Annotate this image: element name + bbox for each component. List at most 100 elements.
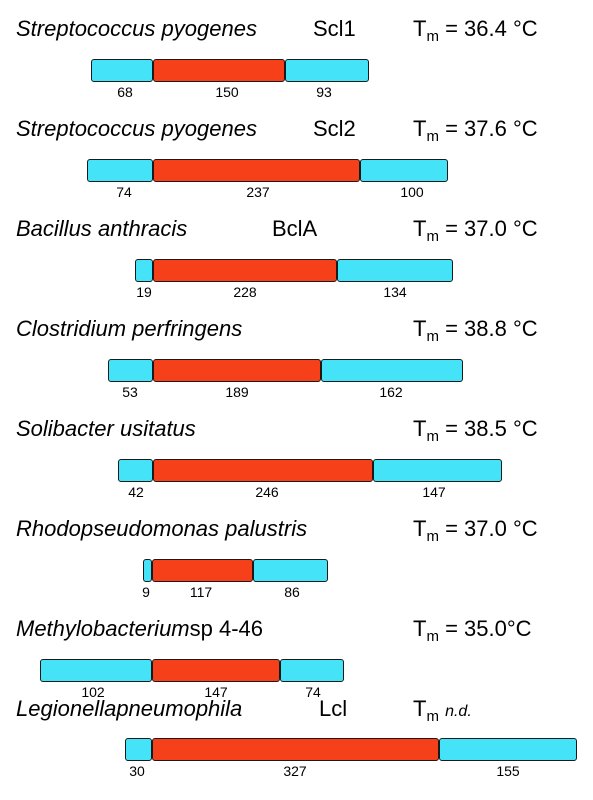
tm-value: = 38.8 °C <box>445 316 538 341</box>
c-terminal-domain <box>337 259 453 282</box>
n-terminal-domain <box>40 659 152 682</box>
tm-value: = 38.5 °C <box>445 416 538 441</box>
collagen-length: 228 <box>233 284 257 300</box>
species-name: Rhodopseudomonas palustris <box>16 516 307 542</box>
protein-name: BclA <box>272 216 318 241</box>
c-terminal-length: 100 <box>400 184 424 200</box>
genus-name: Clostridium <box>16 316 127 341</box>
c-terminal-length: 74 <box>305 684 321 700</box>
collagen-domain <box>152 738 439 761</box>
tm-value: n.d. <box>445 703 472 720</box>
n-terminal-domain <box>118 459 153 482</box>
collagen-domain <box>152 659 280 682</box>
species-name: Streptococcus pyogenes <box>16 116 257 142</box>
melting-temperature: Tm = 37.0 °C <box>413 216 538 245</box>
genus-name: Legionella <box>16 696 117 721</box>
n-terminal-length: 30 <box>129 763 145 779</box>
c-terminal-length: 162 <box>379 384 403 400</box>
species-epithet: perfringens <box>132 316 243 341</box>
c-terminal-domain <box>280 659 344 682</box>
collagen-length: 237 <box>246 184 270 200</box>
n-terminal-length: 53 <box>122 384 138 400</box>
species-name: Methylobacteriumsp 4-46 <box>16 616 263 642</box>
protein-entry-rhodopseudomonas: Rhodopseudomonas palustris Tm = 37.0 °C … <box>0 500 593 600</box>
protein-entry-methylobacterium: Methylobacteriumsp 4-46 Tm = 35.0°C 102 … <box>0 600 593 700</box>
n-terminal-domain <box>135 259 153 282</box>
tm-value: = 35.0°C <box>445 616 532 641</box>
tm-value: = 36.4 °C <box>445 16 538 41</box>
c-terminal-domain <box>253 559 328 582</box>
c-terminal-domain <box>360 159 448 182</box>
species-name: Bacillus anthracis <box>16 216 187 242</box>
c-terminal-domain <box>373 459 502 482</box>
species-epithet: sp 4-46 <box>189 616 264 641</box>
protein-entry-solibacter: Solibacter usitatus Tm = 38.5 °C 42 246 … <box>0 400 593 500</box>
species-epithet: pyogenes <box>161 16 257 41</box>
species-name: Legionellapneumophila <box>16 696 242 722</box>
melting-temperature: Tm = 35.0°C <box>413 616 532 645</box>
n-terminal-domain <box>125 738 152 761</box>
c-terminal-length: 155 <box>496 763 520 779</box>
c-terminal-domain <box>439 738 577 761</box>
c-terminal-length: 134 <box>383 284 407 300</box>
species-epithet: pyogenes <box>161 116 257 141</box>
genus-name: Methylobacterium <box>16 616 190 641</box>
species-epithet: anthracis <box>97 216 188 241</box>
melting-temperature: Tm = 38.5 °C <box>413 416 538 445</box>
n-terminal-length: 42 <box>128 484 144 500</box>
collagen-length: 189 <box>225 384 249 400</box>
collagen-length: 150 <box>215 84 239 100</box>
collagen-domain <box>153 459 373 482</box>
melting-temperature: Tm = 36.4 °C <box>413 16 538 45</box>
collagen-length: 246 <box>255 484 279 500</box>
tm-value: = 37.0 °C <box>445 516 538 541</box>
genus-name: Streptococcus <box>16 16 156 41</box>
c-terminal-length: 93 <box>316 84 332 100</box>
genus-name: Solibacter <box>16 416 114 441</box>
tm-value: = 37.0 °C <box>445 216 538 241</box>
genus-name: Streptococcus <box>16 116 156 141</box>
species-epithet: pneumophila <box>116 696 243 721</box>
tm-value: = 37.6 °C <box>445 116 538 141</box>
protein-entry-lcl: Legionellapneumophila Lcl Tm n.d. 30 327… <box>0 680 593 780</box>
n-terminal-domain <box>91 59 153 82</box>
protein-entry-scl1: Streptococcus pyogenes Scl1 Tm = 36.4 °C… <box>0 0 593 100</box>
protein-name: Lcl <box>319 696 348 721</box>
n-terminal-domain <box>108 359 153 382</box>
melting-temperature: Tm = 38.8 °C <box>413 316 538 345</box>
species-name: Clostridium perfringens <box>16 316 242 342</box>
collagen-length: 327 <box>283 763 307 779</box>
c-terminal-domain <box>321 359 463 382</box>
species-epithet: palustris <box>225 516 308 541</box>
species-name: Streptococcus pyogenes <box>16 16 257 42</box>
collagen-domain <box>153 59 285 82</box>
n-terminal-length: 9 <box>142 584 150 600</box>
melting-temperature: Tm = 37.0 °C <box>413 516 538 545</box>
species-epithet: usitatus <box>119 416 196 441</box>
species-name: Solibacter usitatus <box>16 416 196 442</box>
c-terminal-domain <box>285 59 369 82</box>
n-terminal-domain <box>87 159 153 182</box>
protein-entry-scl2: Streptococcus pyogenes Scl2 Tm = 37.6 °C… <box>0 100 593 200</box>
genus-name: Bacillus <box>16 216 92 241</box>
n-terminal-length: 74 <box>116 184 132 200</box>
collagen-domain <box>153 259 337 282</box>
collagen-domain <box>153 159 360 182</box>
c-terminal-length: 86 <box>284 584 300 600</box>
protein-entry-bcla: Bacillus anthracis BclA Tm = 37.0 °C 19 … <box>0 200 593 300</box>
collagen-length: 117 <box>189 584 213 600</box>
genus-name: Rhodopseudomonas <box>16 516 220 541</box>
protein-name: Scl1 <box>313 16 356 41</box>
n-terminal-length: 68 <box>117 84 133 100</box>
melting-temperature: Tm = 37.6 °C <box>413 116 538 145</box>
n-terminal-length: 102 <box>81 684 105 700</box>
collagen-domain <box>152 559 253 582</box>
collagen-domain <box>153 359 321 382</box>
protein-entry-clostridium: Clostridium perfringens Tm = 38.8 °C 53 … <box>0 300 593 400</box>
protein-name: Scl2 <box>313 116 356 141</box>
collagen-length: 147 <box>204 684 228 700</box>
n-terminal-length: 19 <box>136 284 152 300</box>
c-terminal-length: 147 <box>422 484 446 500</box>
n-terminal-domain <box>143 559 152 582</box>
melting-temperature: Tm n.d. <box>413 696 472 725</box>
